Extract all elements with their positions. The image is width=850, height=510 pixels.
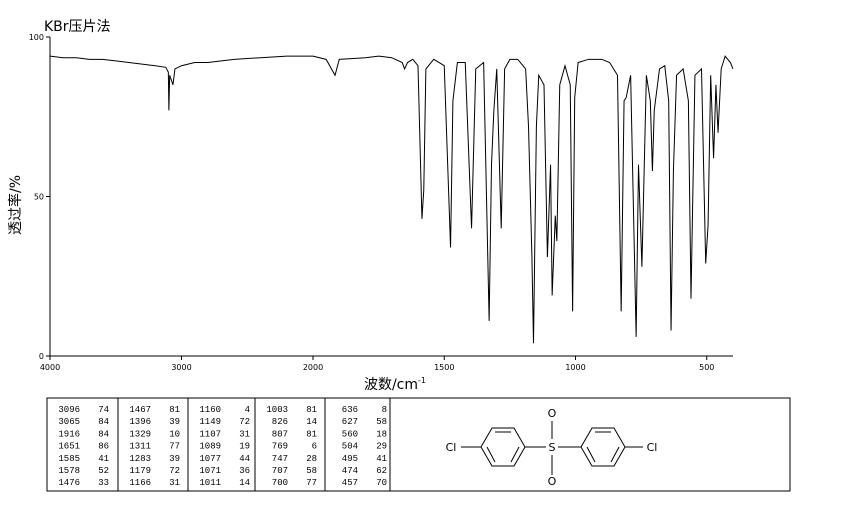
- y-tick-label: 0: [39, 352, 44, 361]
- wavenumber: 1071: [199, 466, 221, 476]
- wavenumber: 1107: [199, 429, 221, 439]
- transmittance: 58: [376, 417, 387, 427]
- transmittance: 10: [169, 429, 180, 439]
- transmittance: 72: [239, 417, 250, 427]
- transmittance: 31: [169, 478, 180, 488]
- x-tick-label: 1000: [565, 363, 585, 372]
- wavenumber: 627: [342, 417, 358, 427]
- wavenumber: 1160: [199, 405, 221, 415]
- spectrum-line: [49, 55, 734, 344]
- wavenumber: 1916: [58, 429, 80, 439]
- wavenumber: 1585: [58, 454, 80, 464]
- transmittance: 39: [169, 454, 180, 464]
- x-axis-label: 波数/cm-1: [364, 376, 426, 393]
- wavenumber: 807: [272, 429, 288, 439]
- wavenumber: 1003: [266, 405, 288, 415]
- transmittance: 41: [98, 454, 109, 464]
- transmittance: 70: [376, 478, 387, 488]
- wavenumber: 1089: [199, 442, 221, 452]
- transmittance: 84: [98, 429, 109, 439]
- transmittance: 19: [239, 442, 250, 452]
- transmittance: 36: [239, 466, 250, 476]
- wavenumber: 1651: [58, 442, 80, 452]
- atom: Cl: [647, 441, 658, 454]
- transmittance: 41: [376, 454, 387, 464]
- transmittance: 39: [169, 417, 180, 427]
- wavenumber: 1476: [58, 478, 80, 488]
- transmittance: 44: [239, 454, 250, 464]
- wavenumber: 1011: [199, 478, 221, 488]
- atom: Cl: [446, 441, 457, 454]
- structure: Cl S O O Cl: [446, 407, 658, 488]
- wavenumber: 495: [342, 454, 358, 464]
- transmittance: 62: [376, 466, 387, 476]
- transmittance: 74: [98, 405, 109, 415]
- bonds: [461, 421, 643, 475]
- wavenumber: 826: [272, 417, 288, 427]
- transmittance: 14: [306, 417, 317, 427]
- y-tick-label: 50: [34, 193, 44, 202]
- transmittance: 58: [306, 466, 317, 476]
- wavenumber: 636: [342, 405, 358, 415]
- transmittance: 4: [245, 405, 250, 415]
- transmittance: 18: [376, 429, 387, 439]
- wavenumber: 504: [342, 442, 358, 452]
- chart-title: KBr压片法: [44, 19, 111, 35]
- transmittance: 31: [239, 429, 250, 439]
- wavenumber: 1396: [129, 417, 151, 427]
- wavenumber: 1149: [199, 417, 221, 427]
- divider: [117, 398, 391, 491]
- atom: S: [549, 441, 556, 454]
- x-label: 波数/cm: [364, 377, 418, 393]
- transmittance: 81: [306, 429, 317, 439]
- wavenumber: 1578: [58, 466, 80, 476]
- table-frame: [46, 397, 791, 492]
- x-tick-label: 2000: [303, 363, 323, 372]
- transmittance: 86: [98, 442, 109, 452]
- transmittance: 72: [169, 466, 180, 476]
- transmittance: 52: [98, 466, 109, 476]
- transmittance: 14: [239, 478, 250, 488]
- x-tick-label: 1500: [434, 363, 454, 372]
- y-axis-label: 透过率/%: [7, 175, 24, 235]
- wavenumber: 700: [272, 478, 288, 488]
- x-tick-label: 3000: [171, 363, 191, 372]
- atom: O: [548, 475, 557, 488]
- wavenumber: 1166: [129, 478, 151, 488]
- wavenumber: 474: [342, 466, 358, 476]
- wavenumber: 1329: [129, 429, 151, 439]
- wavenumber: 3065: [58, 417, 80, 427]
- wavenumber: 1283: [129, 454, 151, 464]
- transmittance: 28: [306, 454, 317, 464]
- wavenumber: 457: [342, 478, 358, 488]
- x-label-sup: -1: [418, 376, 426, 385]
- transmittance: 77: [306, 478, 317, 488]
- atom: O: [548, 407, 557, 420]
- wavenumber: 1311: [129, 442, 151, 452]
- transmittance: 8: [382, 405, 387, 415]
- transmittance: 77: [169, 442, 180, 452]
- x-tick-label: 500: [699, 363, 714, 372]
- y-tick-label: 100: [29, 33, 44, 42]
- wavenumber: 747: [272, 454, 288, 464]
- wavenumber: 1179: [129, 466, 151, 476]
- wavenumber: 560: [342, 429, 358, 439]
- wavenumber: 707: [272, 466, 288, 476]
- wavenumber: 1467: [129, 405, 151, 415]
- wavenumber: 1077: [199, 454, 221, 464]
- transmittance: 29: [376, 442, 387, 452]
- transmittance: 81: [306, 405, 317, 415]
- wavenumber: 3096: [58, 405, 80, 415]
- transmittance: 33: [98, 478, 109, 488]
- transmittance: 81: [169, 405, 180, 415]
- transmittance: 84: [98, 417, 109, 427]
- x-tick-label: 4000: [40, 363, 60, 372]
- transmittance: 6: [312, 442, 317, 452]
- wavenumber: 769: [272, 442, 288, 452]
